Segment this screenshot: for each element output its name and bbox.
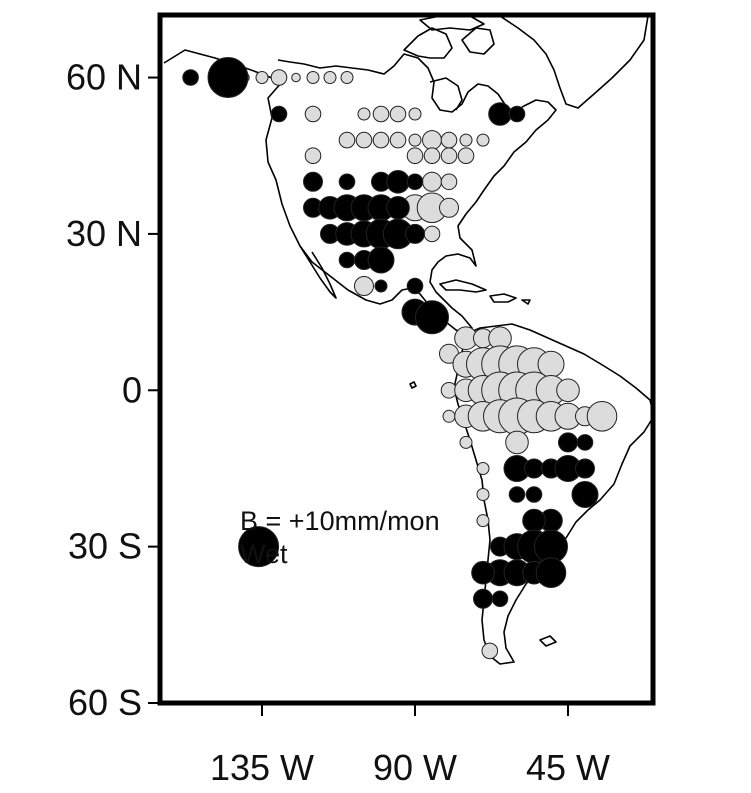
dry-station-dot bbox=[304, 147, 322, 164]
dry-station-dot bbox=[340, 71, 354, 84]
arctic-islands-coastline bbox=[403, 15, 495, 59]
wet-station-dot bbox=[406, 277, 424, 295]
dry-station-dot bbox=[355, 131, 373, 149]
wet-station-dot bbox=[367, 246, 395, 274]
south-america-coastline bbox=[453, 323, 655, 665]
wet-station-dot bbox=[535, 557, 567, 589]
wet-station-dot bbox=[508, 486, 526, 503]
wet-stations-layer bbox=[182, 57, 599, 609]
y-tick-label: 60 N bbox=[66, 57, 142, 98]
dry-station-dot bbox=[476, 462, 490, 475]
dry-stations-layer bbox=[240, 69, 618, 660]
legend-line-2: Wet bbox=[240, 539, 288, 569]
wet-station-dot bbox=[522, 508, 546, 533]
wet-station-dot bbox=[182, 69, 199, 86]
wet-station-dot bbox=[406, 173, 424, 191]
dry-station-dot bbox=[408, 107, 422, 121]
wet-station-dot bbox=[576, 434, 594, 451]
dry-station-dot bbox=[423, 147, 441, 164]
wet-station-dot bbox=[488, 102, 512, 126]
dry-station-dot bbox=[291, 72, 301, 83]
y-tick-label: 30 S bbox=[68, 526, 142, 567]
dry-station-dot bbox=[556, 378, 580, 403]
wet-station-dot bbox=[508, 105, 526, 123]
wet-station-dot bbox=[338, 251, 356, 269]
y-tick-label: 30 N bbox=[66, 213, 142, 254]
wet-station-dot bbox=[575, 458, 595, 479]
dry-station-dot bbox=[440, 147, 458, 164]
wet-station-dot bbox=[473, 588, 493, 609]
legend: B = +10mm/mon Wet bbox=[238, 506, 440, 569]
dry-station-dot bbox=[457, 147, 475, 164]
wet-station-dot bbox=[415, 300, 449, 335]
dry-station-dot bbox=[505, 430, 529, 455]
dry-station-dot bbox=[354, 276, 374, 296]
dry-station-dot bbox=[476, 488, 490, 501]
x-tick-label: 135 W bbox=[210, 747, 314, 788]
greenland-coastline bbox=[499, 15, 649, 109]
wet-station-dot bbox=[270, 105, 288, 123]
wet-station-dot bbox=[386, 196, 410, 220]
dry-station-dot bbox=[440, 131, 458, 149]
wet-station-dot bbox=[571, 481, 599, 508]
wet-station-dot bbox=[338, 173, 356, 191]
x-tick-label: 90 W bbox=[373, 747, 457, 788]
dry-station-dot bbox=[439, 197, 459, 218]
y-axis: 60 N 30 N 0 30 S 60 S bbox=[66, 57, 160, 723]
map-frame bbox=[157, 12, 656, 706]
dry-station-dot bbox=[459, 435, 473, 449]
dry-station-dot bbox=[459, 133, 473, 147]
wet-station-dot bbox=[525, 486, 543, 503]
wet-station-dot bbox=[207, 57, 249, 98]
wet-station-dot bbox=[374, 279, 388, 293]
dry-station-dot bbox=[270, 69, 288, 86]
galapagos-coastline bbox=[409, 381, 417, 389]
y-tick-label: 0 bbox=[122, 369, 142, 410]
dry-station-dot bbox=[423, 225, 441, 243]
dry-station-dot bbox=[476, 133, 490, 147]
dry-station-dot bbox=[389, 131, 407, 149]
hudson-bay-coastline bbox=[429, 77, 463, 111]
dry-station-dot bbox=[406, 147, 424, 164]
wet-station-dot bbox=[405, 223, 425, 244]
dry-station-dot bbox=[389, 105, 407, 123]
wet-station-dot bbox=[386, 170, 410, 194]
y-tick-label: 60 S bbox=[68, 682, 142, 723]
dry-station-dot bbox=[372, 131, 390, 149]
dry-station-dot bbox=[408, 133, 422, 147]
dry-station-dot bbox=[323, 71, 337, 84]
dry-station-dot bbox=[422, 171, 442, 192]
dry-station-dot bbox=[372, 105, 390, 123]
falklands-coastline bbox=[539, 635, 557, 647]
caribbean-islands-coastline bbox=[439, 279, 531, 305]
wet-station-dot bbox=[558, 432, 578, 453]
dry-station-dot bbox=[306, 71, 320, 84]
dry-station-dot bbox=[442, 409, 456, 423]
wet-station-dot bbox=[491, 590, 509, 608]
dry-station-dot bbox=[422, 130, 442, 151]
wet-station-dot bbox=[524, 458, 544, 479]
dry-station-dot bbox=[255, 71, 269, 84]
x-tick-label: 45 W bbox=[526, 747, 610, 788]
dry-station-dot bbox=[586, 401, 618, 432]
wet-station-dot bbox=[303, 171, 323, 192]
legend-wet-dot bbox=[238, 526, 280, 568]
dry-station-dot bbox=[357, 107, 371, 121]
wet-station-dot bbox=[471, 560, 495, 585]
dry-station-dot bbox=[481, 642, 499, 660]
dry-station-dot bbox=[338, 131, 356, 149]
dry-station-dot bbox=[476, 514, 490, 528]
dry-station-dot bbox=[304, 105, 322, 123]
legend-line-1: B = +10mm/mon bbox=[240, 506, 440, 536]
baja-coastline bbox=[299, 245, 337, 299]
x-axis: 135 W 90 W 45 W bbox=[210, 703, 610, 788]
dry-station-dot bbox=[440, 173, 458, 191]
